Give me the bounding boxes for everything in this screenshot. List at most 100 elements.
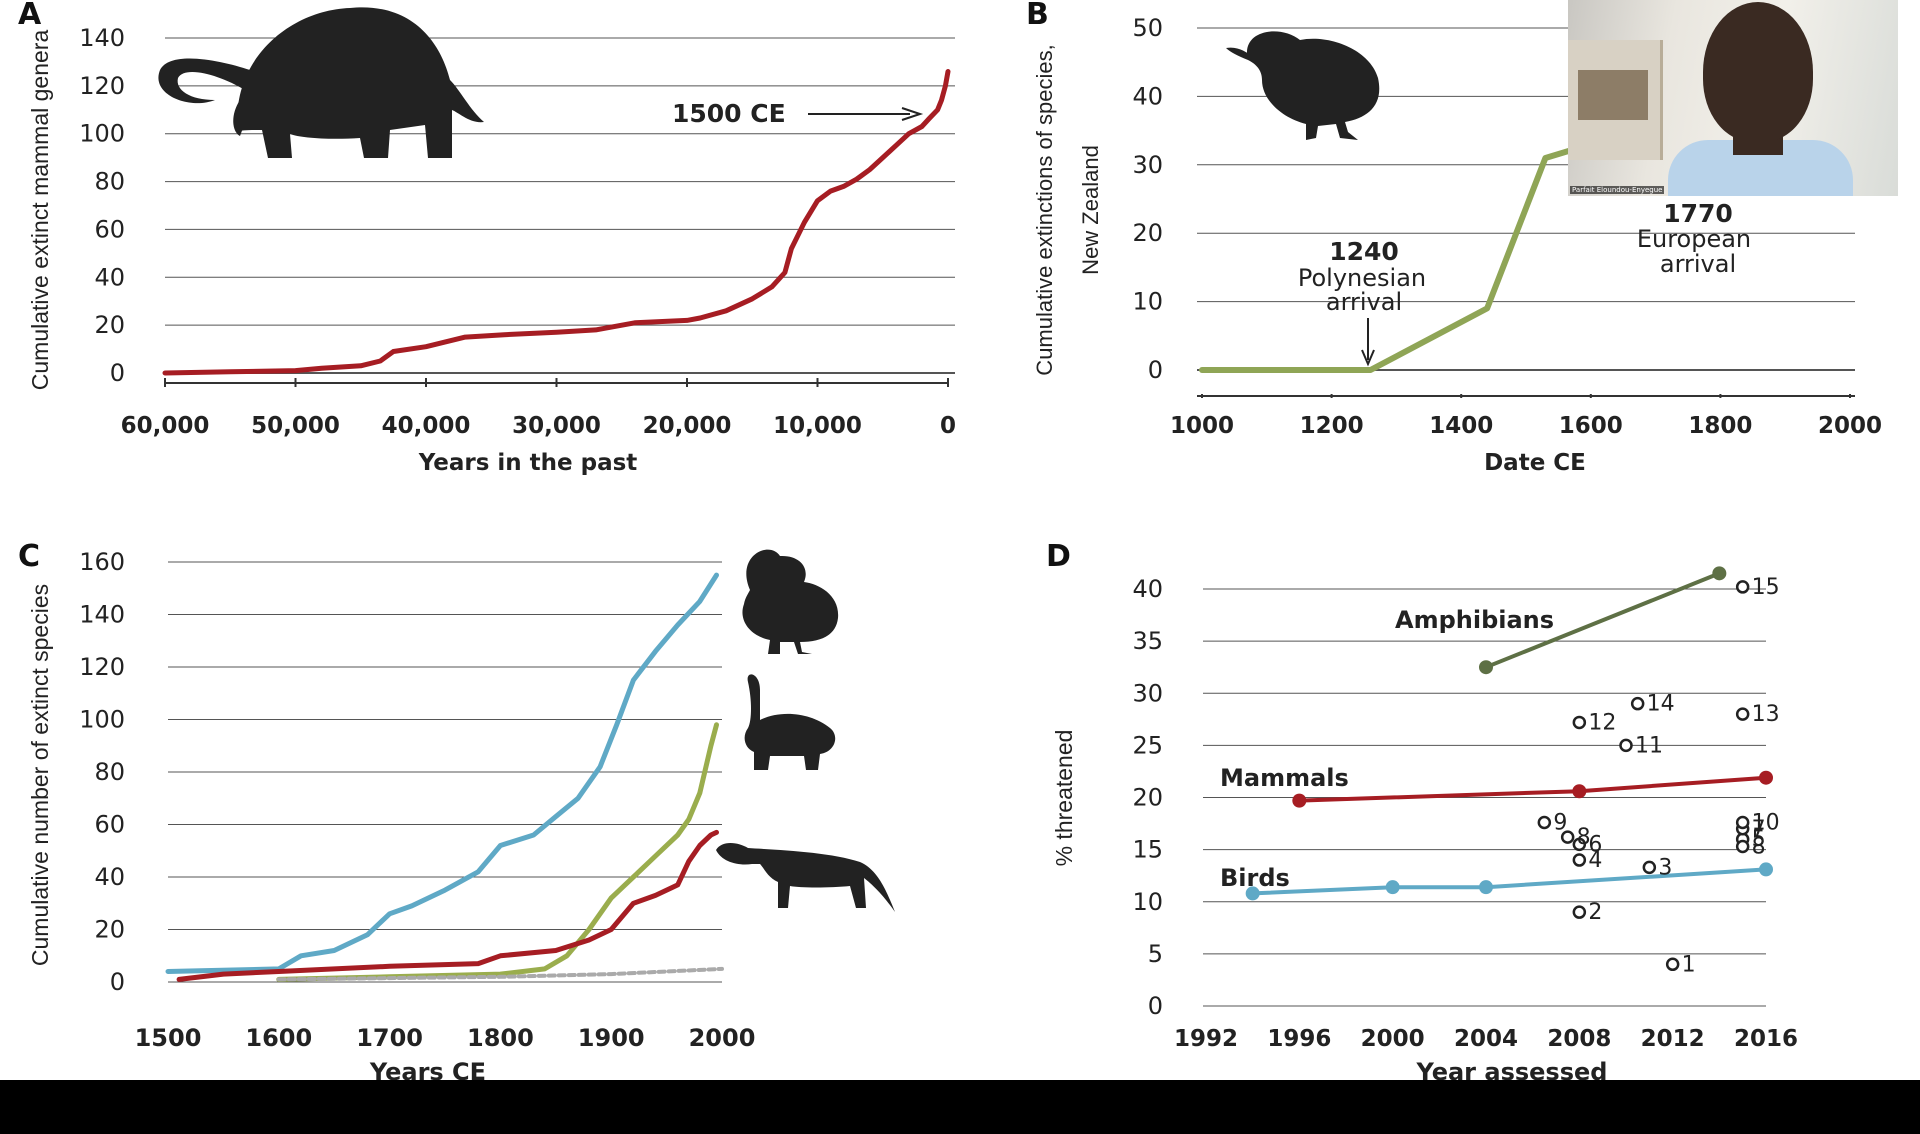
panel-d-xtick-label: 1992 — [1174, 1026, 1238, 1052]
panel-d-numbered-point — [1735, 815, 1750, 830]
panel-d-numbered-point-label: 14 — [1647, 692, 1675, 717]
panel-b-ytick-label: 40 — [1132, 82, 1163, 110]
panel-a-ytick-label: 140 — [79, 24, 125, 52]
panel-c-series-0-line — [165, 572, 719, 974]
webcam-shelf-item — [1578, 70, 1648, 120]
panel-b: B Cumulative extinctions of species, New… — [1026, 0, 1882, 476]
panel-d-numbered-point — [1735, 707, 1750, 721]
panel-d-ytick-label: 35 — [1132, 627, 1163, 655]
panel-d-ytick-label: 10 — [1132, 888, 1163, 916]
panel-d-numbered-point-label: 2 — [1588, 900, 1602, 925]
panel-d-numbered-point — [1630, 696, 1645, 711]
panel-c-xtick-label: 1600 — [245, 1024, 312, 1052]
panel-b-plot: 0 10 20 30 40 50 1000 1200 1400 1600 1800 2000 — [1132, 14, 1882, 439]
panel-d-series-birds-point — [1385, 880, 1400, 895]
panel-a-ylabel: Cumulative extinct mammal genera — [27, 30, 53, 391]
panel-b-ytick-label: 50 — [1132, 14, 1163, 42]
panel-c-xtick-label: 1900 — [578, 1024, 645, 1052]
panel-d-ytick-label: 15 — [1132, 836, 1163, 864]
panel-b-xtick-label: 1200 — [1300, 413, 1364, 439]
panel-b-xtick-label: 1000 — [1170, 413, 1234, 439]
panel-c-ytick-label: 80 — [94, 758, 125, 786]
panel-c-series-3-line — [276, 966, 724, 982]
panel-d-series-mammals-point — [1759, 770, 1773, 785]
panel-a-xtick-label: 0 — [940, 413, 956, 439]
panel-b-ylabel-1: Cumulative extinctions of species, — [1032, 44, 1057, 375]
panel-d-numbered-point-label: 12 — [1588, 710, 1616, 735]
panel-c-plot: 0 20 40 60 80 100 120 140 160 1500 1600 1700 1800 190… — [79, 548, 755, 1052]
tortoise-silhouette-icon — [744, 674, 836, 770]
panel-c-ytick-label: 60 — [94, 811, 125, 839]
annot-1240-year: 1240 — [1329, 237, 1399, 266]
panel-d-series-birds-point — [1759, 862, 1773, 877]
panel-d-numbered-point-label: 5 — [1752, 827, 1766, 852]
panel-d-xtick-label: 1996 — [1267, 1026, 1331, 1052]
panel-c-series-2-line — [176, 829, 719, 982]
panel-a-ytick-label: 40 — [94, 263, 125, 291]
panel-d-ytick-label: 0 — [1148, 992, 1163, 1020]
arrowhead-1500-ce — [901, 107, 924, 121]
panel-d-ytick-label: 25 — [1132, 731, 1163, 759]
panel-c: C Cumulative number of extinct species 0… — [18, 539, 895, 1080]
panel-d-series-mammals-point — [1572, 784, 1587, 799]
panel-c-ylabel: Cumulative number of extinct species — [27, 584, 53, 966]
panel-d-series-amphibians-point — [1712, 566, 1727, 581]
panel-c-ytick-label: 140 — [79, 601, 125, 629]
panel-d-series-amphibians-line — [1484, 571, 1722, 670]
panel-a-series-0-line — [162, 69, 951, 376]
panel-d-numbered-point — [1572, 853, 1587, 867]
panel-a-xtick-label: 10,000 — [773, 413, 862, 439]
panel-d-ytick-label: 30 — [1132, 679, 1163, 707]
panel-d-numbered-point — [1642, 860, 1657, 875]
panel-d-numbered-point-label: 9 — [1553, 811, 1567, 836]
panel-b-xtick-label: 1800 — [1688, 413, 1752, 439]
panel-d-numbered-point-label: 3 — [1658, 855, 1672, 880]
panel-c-xtick-label: 1700 — [356, 1024, 423, 1052]
panel-c-xtick-label: 1800 — [467, 1024, 534, 1052]
panel-a-ytick-label: 120 — [79, 72, 125, 100]
panel-a-xtick-label: 50,000 — [251, 413, 340, 439]
webcam-thumbnail: Parfait Eloundou-Enyegue — [1568, 0, 1898, 196]
moa-bird-silhouette-icon — [1226, 31, 1380, 140]
panel-d-series-amphibians-point — [1479, 660, 1493, 675]
panel-c-ytick-label: 100 — [79, 706, 125, 734]
panel-d-series-label-amphibians: Amphibians — [1395, 606, 1554, 634]
panel-a-xtick-label: 30,000 — [512, 413, 601, 439]
panel-b-ylabel-2: New Zealand — [1078, 145, 1103, 275]
panel-a-xlabel: Years in the past — [418, 450, 638, 476]
panel-a-xtick-label: 40,000 — [382, 413, 471, 439]
thylacine-silhouette-icon — [716, 843, 895, 912]
panel-c-xlabel: Years CE — [369, 1058, 486, 1080]
panel-d-ytick-label: 40 — [1132, 575, 1163, 603]
panel-d-numbered-point — [1572, 715, 1587, 730]
panel-a-ytick-label: 0 — [110, 359, 125, 387]
panel-d-series-label-birds: Birds — [1220, 864, 1290, 892]
panel-d-ytick-label: 20 — [1132, 784, 1163, 812]
panel-c-ytick-label: 120 — [79, 653, 125, 681]
panel-b-xtick-label: 2000 — [1818, 413, 1882, 439]
webcam-person — [1703, 2, 1813, 142]
panel-d-series-birds-point — [1245, 886, 1260, 901]
panel-d-series-birds-line — [1250, 867, 1768, 896]
panel-c-ytick-label: 20 — [94, 916, 125, 944]
panel-a-xtick-label: 60,000 — [121, 413, 210, 439]
panel-a-ytick-label: 60 — [94, 215, 125, 243]
panel-d-numbered-point — [1735, 839, 1750, 854]
panel-d-numbered-point-label: 7 — [1752, 817, 1766, 842]
panel-d-numbered-point-label: 13 — [1752, 702, 1780, 727]
panel-a-ytick-label: 80 — [94, 168, 125, 196]
panel-d-numbered-point — [1619, 738, 1633, 753]
panel-d-ylabel: % threatened — [1051, 730, 1077, 867]
mammoth-silhouette-icon — [158, 7, 484, 158]
arrowhead-1240 — [1361, 349, 1375, 367]
panel-d-numbered-point-label: 4 — [1588, 848, 1602, 873]
figure: A Cumulative extinct mammal genera 02040… — [18, 0, 1882, 1080]
annot-1500-ce: 1500 CE — [672, 99, 786, 128]
annot-1240-line2: arrival — [1326, 288, 1402, 316]
panel-c-ytick-label: 40 — [94, 863, 125, 891]
panel-d-numbered-point-label: 1 — [1682, 952, 1696, 977]
panel-d-series-label-mammals: Mammals — [1220, 764, 1349, 792]
panel-b-series-0-line — [1199, 141, 1594, 373]
panel-b-ytick-label: 20 — [1132, 219, 1163, 247]
